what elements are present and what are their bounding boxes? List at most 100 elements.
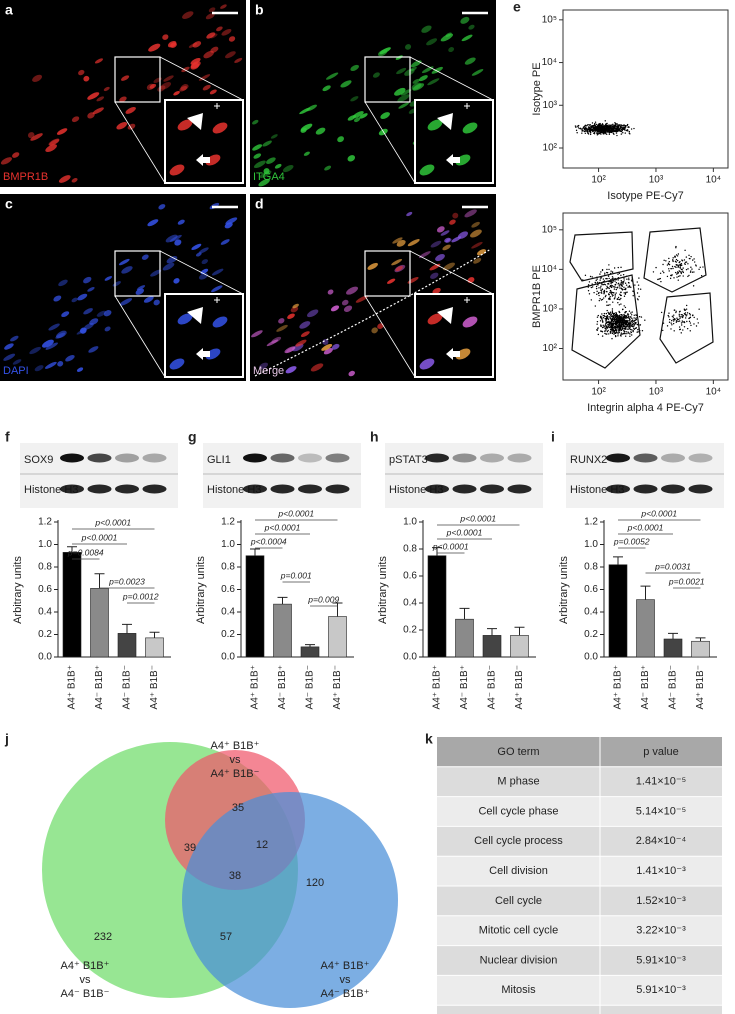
event-dot <box>614 327 616 329</box>
cell <box>418 75 428 82</box>
event-dot <box>611 308 614 310</box>
gate <box>659 292 714 364</box>
error-bar <box>640 585 651 600</box>
event-dot <box>620 291 622 294</box>
event-dot <box>610 290 612 292</box>
event-dot <box>684 312 687 314</box>
event-dot <box>610 286 613 289</box>
blot-band <box>298 453 322 463</box>
event-dot <box>604 327 606 329</box>
event-dot <box>606 304 608 307</box>
cell <box>220 4 227 9</box>
x-axis-label: Isotype PE-Cy7 <box>607 190 683 202</box>
inset-cell <box>462 316 478 328</box>
inset-cell <box>169 358 185 370</box>
event-dot <box>690 266 692 268</box>
cell <box>12 359 22 365</box>
event-dot <box>608 277 610 280</box>
category-label: A4⁺ B1B⁺ <box>613 665 624 709</box>
event-dot <box>618 126 620 129</box>
event-dot <box>608 313 610 315</box>
event-dot <box>696 318 699 320</box>
cell <box>192 41 202 48</box>
event-dot <box>619 283 621 286</box>
event-dot <box>660 280 662 283</box>
event-dot <box>623 330 626 333</box>
cell <box>10 335 19 342</box>
event-dot <box>632 330 634 333</box>
event-dot <box>629 318 631 320</box>
event-dot <box>634 327 637 330</box>
cell <box>348 370 355 377</box>
event-dot <box>681 259 683 261</box>
y-tick-label: 0.6 <box>38 584 52 595</box>
cell <box>195 252 202 257</box>
event-dot <box>599 316 602 319</box>
event-dot <box>591 283 593 285</box>
event-dot <box>627 316 629 319</box>
arrowhead <box>437 307 453 324</box>
panel-letter: a <box>5 2 13 18</box>
event-dot <box>611 293 613 296</box>
x-tick-label: 10³ <box>649 387 664 398</box>
cell <box>442 244 451 251</box>
event-dot <box>620 324 623 326</box>
table-header-cell: GO term <box>497 746 539 758</box>
cell <box>398 102 409 109</box>
event-dot <box>622 125 624 127</box>
event-dot <box>687 275 689 278</box>
event-dot <box>638 315 641 318</box>
event-dot <box>604 323 607 325</box>
event-dot <box>629 335 631 338</box>
event-dot <box>623 288 625 291</box>
event-dot <box>613 288 616 290</box>
error-bar <box>432 547 442 556</box>
event-dot <box>600 128 603 130</box>
event-dot <box>616 323 618 325</box>
event-dot <box>607 329 609 332</box>
cell <box>412 78 420 84</box>
event-dot <box>620 274 622 277</box>
event-dot <box>625 129 627 132</box>
event-dot <box>589 275 592 278</box>
cell <box>45 144 57 152</box>
event-dot <box>688 254 690 257</box>
event-dot <box>620 280 622 282</box>
event-dot <box>619 298 621 301</box>
event-dot <box>603 131 606 134</box>
event-dot <box>614 295 616 297</box>
event-dot <box>596 281 599 284</box>
venn-count: 39 <box>184 842 196 854</box>
event-dot <box>672 260 674 263</box>
y-tick-label: 10⁵ <box>542 224 557 235</box>
cell <box>182 11 194 20</box>
event-dot <box>631 311 633 313</box>
event-dot <box>605 312 608 315</box>
cell <box>426 38 438 46</box>
event-dot <box>616 287 619 289</box>
event-dot <box>602 129 604 131</box>
event-dot <box>612 123 614 126</box>
event-dot <box>676 271 679 273</box>
cell <box>337 136 344 143</box>
cell <box>57 361 64 367</box>
event-dot <box>605 319 607 322</box>
event-dot <box>609 129 612 131</box>
event-dot <box>629 327 631 330</box>
event-dot <box>612 316 615 319</box>
event-dot <box>674 271 677 274</box>
event-dot <box>599 298 601 300</box>
venn-set-label: A4⁻ B1B⁺ <box>321 988 370 1000</box>
event-dot <box>591 128 594 131</box>
event-dot <box>680 332 682 334</box>
cell <box>359 113 368 119</box>
event-dot <box>610 270 612 272</box>
y-tick-label: 0.8 <box>38 562 52 573</box>
event-dot <box>627 313 629 315</box>
event-dot <box>606 130 609 133</box>
event-dot <box>624 319 626 321</box>
cell <box>87 92 100 100</box>
event-dot <box>616 327 618 329</box>
event-dot <box>614 286 616 288</box>
event-dot <box>605 318 607 320</box>
